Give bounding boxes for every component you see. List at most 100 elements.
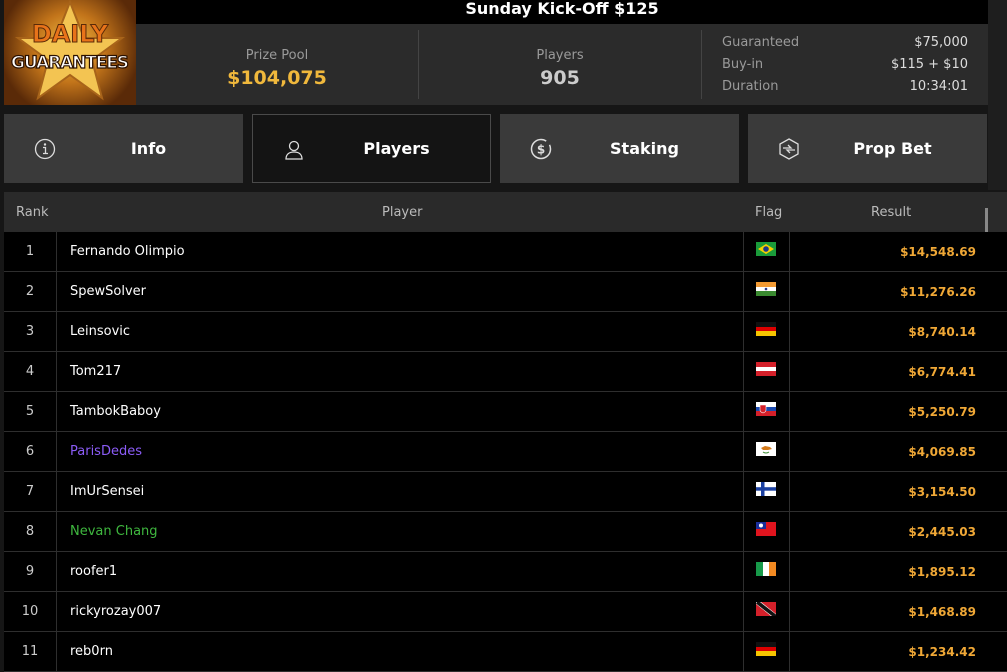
result-cell: $14,548.69 [900,245,976,259]
header-result[interactable]: Result [871,205,912,220]
flag-de-icon [756,642,776,656]
flag-cell [743,552,790,592]
player-name[interactable]: reb0rn [70,644,113,659]
player-name[interactable]: TambokBaboy [70,404,161,419]
rank-cell: 9 [4,552,57,592]
flag-cell [743,512,790,552]
flag-ie-icon [756,562,776,576]
flag-in-icon [756,282,776,296]
flag-fi-icon [756,482,776,496]
table-row[interactable]: 1 Fernando Olimpio $14,548.69 [4,232,1007,272]
tab-players-label: Players [363,139,430,158]
table-row[interactable]: 6 ParisDedes $4,069.85 [4,432,1007,472]
tab-prop-bet[interactable]: Prop Bet [748,114,987,183]
result-cell: $6,774.41 [908,365,976,379]
players-value: 905 [540,67,580,89]
players-label: Players [536,48,584,63]
flag-cell [743,472,790,512]
players-table: 1 Fernando Olimpio $14,548.69 2 SpewSolve… [4,232,1007,672]
player-name[interactable]: ImUrSensei [70,484,145,499]
result-cell: $3,154.50 [908,485,976,499]
player-name[interactable]: SpewSolver [70,284,146,299]
flag-de-icon [756,322,776,336]
flag-cell [743,312,790,352]
result-cell: $1,895.12 [908,565,976,579]
tab-info[interactable]: Info [4,114,243,183]
header-player[interactable]: Player [382,205,423,220]
rank-cell: 2 [4,272,57,312]
table-row[interactable]: 10 rickyrozay007 $1,468.89 [4,592,1007,632]
table-row[interactable]: 2 SpewSolver $11,276.26 [4,272,1007,312]
page-edge [988,0,1007,190]
table-row[interactable]: 7 ImUrSensei $3,154.50 [4,472,1007,512]
rank-cell: 10 [4,592,57,632]
player-name[interactable]: roofer1 [70,564,118,579]
tournament-info-bar: Prize Pool $104,075 Players 905 Guarante… [136,24,988,105]
player-name[interactable]: Tom217 [70,364,122,379]
guaranteed-label: Guaranteed [722,35,800,50]
table-row[interactable]: 9 roofer1 $1,895.12 [4,552,1007,592]
duration-label: Duration [722,79,779,94]
tab-info-label: Info [130,139,167,158]
result-cell: $1,234.42 [908,645,976,659]
prize-pool: Prize Pool $104,075 [136,30,419,99]
table-header: Rank Player Flag Result [4,192,1007,246]
result-cell: $4,069.85 [908,445,976,459]
scrollbar[interactable] [985,208,988,246]
flag-cell [743,592,790,632]
table-row[interactable]: 11 reb0rn $1,234.42 [4,632,1007,672]
player-name[interactable]: Nevan Chang [70,524,158,539]
tab-players[interactable]: Players [252,114,491,183]
flag-cell [743,272,790,312]
tournament-title: Sunday Kick-Off $125 [136,0,988,24]
rank-cell: 6 [4,432,57,472]
flag-cell [743,432,790,472]
user-icon [285,140,303,160]
duration-value: 10:34:01 [909,79,968,94]
prize-pool-value: $104,075 [227,67,327,89]
player-name[interactable]: Leinsovic [70,324,131,339]
result-cell: $2,445.03 [908,525,976,539]
table-row[interactable]: 8 Nevan Chang $2,445.03 [4,512,1007,552]
tab-prop-bet-label: Prop Bet [853,139,932,158]
table-row[interactable]: 4 Tom217 $6,774.41 [4,352,1007,392]
header-flag[interactable]: Flag [755,205,783,220]
rank-cell: 3 [4,312,57,352]
flag-sk-icon [756,402,776,416]
rank-cell: 4 [4,352,57,392]
prop-bet-icon [779,138,799,160]
header-rank[interactable]: Rank [16,205,49,220]
tournament-details: Guaranteed $75,000 Buy-in $115 + $10 Durat… [702,24,988,105]
svg-text:$: $ [537,143,545,157]
player-name[interactable]: Fernando Olimpio [70,244,185,259]
buyin-label: Buy-in [722,57,764,72]
rank-cell: 7 [4,472,57,512]
flag-br-icon [756,242,776,256]
tab-staking[interactable]: $ Staking [500,114,739,183]
flag-cell [743,232,790,272]
guaranteed-value: $75,000 [914,35,968,50]
svg-text:GUARANTEES: GUARANTEES [11,53,129,73]
rank-cell: 1 [4,232,57,272]
result-cell: $8,740.14 [908,325,976,339]
flag-at-icon [756,362,776,376]
dollar-circle-icon: $ [530,138,552,160]
rank-cell: 8 [4,512,57,552]
players-count: Players 905 [419,30,702,99]
player-name[interactable]: rickyrozay007 [70,604,162,619]
flag-cy-icon [756,442,776,456]
table-row[interactable]: 3 Leinsovic $8,740.14 [4,312,1007,352]
buyin-value: $115 + $10 [890,57,968,72]
prize-pool-label: Prize Pool [245,48,309,63]
svg-text:DAILY: DAILY [32,20,109,48]
daily-guarantees-logo: DAILY GUARANTEES [4,0,136,105]
tab-staking-label: Staking [610,139,679,158]
flag-cell [743,632,790,672]
flag-tw-icon [756,522,776,536]
info-icon [34,138,56,160]
flag-cell [743,392,790,432]
player-name[interactable]: ParisDedes [70,444,142,459]
table-row[interactable]: 5 TambokBaboy $5,250.79 [4,392,1007,432]
result-cell: $1,468.89 [908,605,976,619]
rank-cell: 5 [4,392,57,432]
